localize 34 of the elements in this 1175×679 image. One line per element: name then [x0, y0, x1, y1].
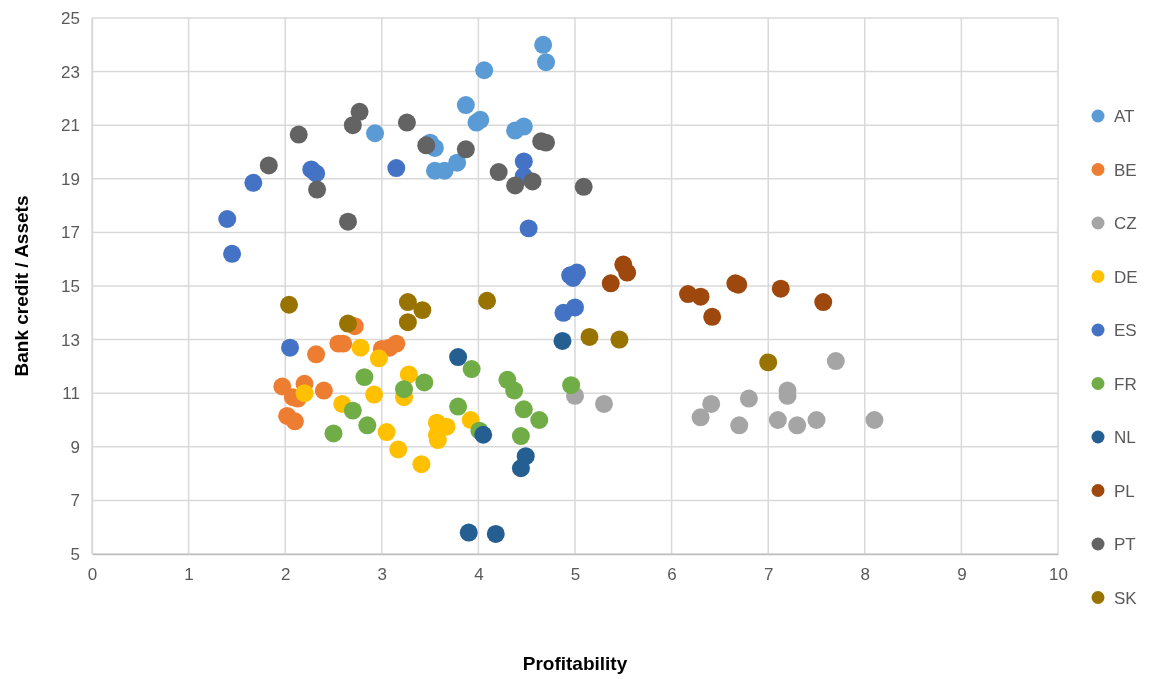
legend-label: FR — [1114, 374, 1137, 394]
legend-label: ES — [1114, 321, 1137, 340]
y-tick-label: 15 — [61, 276, 80, 296]
x-tick-label: 2 — [280, 565, 291, 585]
y-tick-label: 13 — [61, 330, 80, 350]
x-tick-label: 9 — [957, 565, 967, 585]
x-tick-label: 8 — [860, 565, 871, 585]
y-tick-label: 23 — [61, 62, 80, 82]
legend-label: CZ — [1114, 214, 1137, 233]
y-tick-label: 11 — [62, 384, 80, 404]
y-tick-label: 5 — [70, 544, 80, 564]
x-tick-label: 4 — [474, 565, 484, 585]
x-tick-label: 7 — [763, 565, 774, 585]
legend-label: PT — [1114, 535, 1136, 554]
legend-label: BE — [1114, 160, 1137, 180]
x-tick-label: 0 — [87, 565, 98, 585]
y-tick-label: 19 — [61, 169, 80, 189]
y-tick-label: 17 — [61, 223, 80, 243]
x-tick-label: 5 — [570, 565, 581, 585]
y-tick-label: 25 — [61, 8, 80, 28]
x-tick-label: 6 — [667, 565, 677, 585]
x-tick-label: 1 — [184, 565, 194, 585]
y-tick-label: 7 — [70, 491, 80, 511]
y-tick-label: 21 — [61, 116, 80, 136]
legend-label: NL — [1114, 428, 1136, 447]
x-tick-label: 10 — [1049, 565, 1068, 585]
x-axis-title: Profitability — [522, 653, 628, 674]
legend-label: SK — [1114, 588, 1138, 608]
legend-label: PL — [1114, 481, 1135, 501]
legend-label: AT — [1114, 107, 1135, 126]
y-axis-title: Bank credit / Assets — [11, 195, 32, 377]
y-tick-label: 9 — [70, 437, 80, 457]
legend-label: DE — [1114, 267, 1138, 287]
x-tick-label: 3 — [377, 565, 388, 585]
